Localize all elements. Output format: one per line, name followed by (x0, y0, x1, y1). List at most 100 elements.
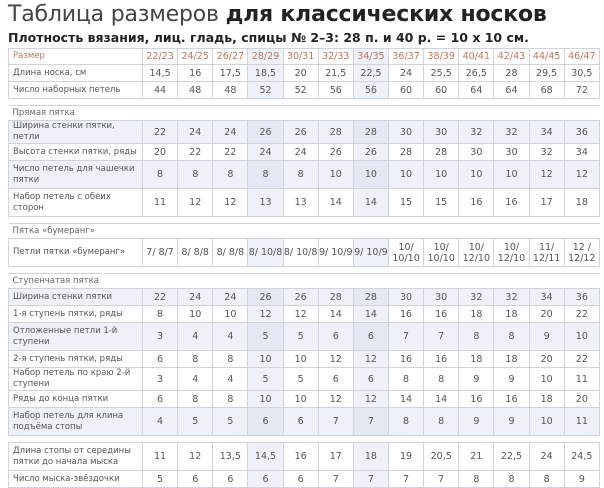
table-cell: 64 (493, 81, 530, 99)
table-cell: 12 (317, 350, 354, 368)
row-label: Длина стопы от середины пятки до начала … (8, 442, 143, 471)
table-row: 2-я ступень пятки, ряды 6 8 8 10 10 12 12 16 16 18… (8, 350, 601, 368)
table-cell: 24 (177, 288, 214, 306)
table-cell: 60 (423, 81, 460, 99)
table-cell: 60 (387, 81, 425, 99)
table-row: Число петель для чашечки пятки 8 8 8 8 8 10 10 1… (8, 160, 601, 189)
row-label: Ширина стенки пятки (8, 288, 143, 306)
row-label: Число наборных петель (8, 81, 143, 99)
page-title: Таблица размеров для классических носков (8, 2, 547, 27)
table-row: Длина стопы от середины пятки до начала … (8, 442, 601, 471)
table-cell: 22 (212, 143, 249, 161)
table-cell: 10 (317, 160, 354, 189)
table-cell: 24 (387, 64, 425, 82)
table-cell: 18 (458, 305, 495, 323)
table-cell: 8 (247, 160, 284, 189)
size-header: 36/37 (387, 48, 425, 65)
table-cell: 6 (352, 322, 389, 351)
table-cell: 28 (352, 120, 389, 144)
row-label: Высота стенки пятки, ряды (8, 143, 143, 161)
size-header: 32/33 (317, 48, 354, 65)
table-cell: 30 (423, 120, 460, 144)
table-cell: 8 (423, 367, 460, 391)
table-cell: 56 (352, 81, 389, 99)
table-cell: 8/ 10/8 (247, 238, 284, 267)
table-row: Ряды до конца пятки 6 8 8 10 10 12 12 14 14 16 16 18… (8, 390, 601, 408)
section-header-row: Пятка «бумеранг» (8, 223, 600, 239)
table-cell: 28 (493, 64, 530, 82)
section-title: Пятка «бумеранг» (8, 223, 600, 239)
table-row: Высота стенки пятки, ряды 20 22 22 24 24 26 26 2… (8, 143, 601, 161)
table-cell: 20 (528, 350, 565, 368)
title-light: Таблица размеров (8, 2, 226, 27)
table-cell: 11 (141, 188, 179, 217)
table-cell: 6 (282, 407, 319, 436)
table-cell: 24 (177, 120, 214, 144)
table-cell: 8 (212, 350, 249, 368)
spacer-row (8, 216, 600, 224)
section-header-row: Ступенчатая пятка (8, 273, 600, 289)
table-cell: 17,5 (212, 64, 249, 82)
table-cell: 21,5 (317, 64, 354, 82)
table-cell: 9 (563, 470, 601, 488)
table-cell: 6 (352, 367, 389, 391)
table-cell: 7/ 8/7 (141, 238, 179, 267)
table-cell: 26,5 (458, 64, 495, 82)
table-cell: 22,5 (352, 64, 389, 82)
table-cell: 32 (458, 120, 495, 144)
table-cell: 30,5 (563, 64, 601, 82)
table-cell: 4 (177, 367, 214, 391)
table-cell: 30 (493, 143, 530, 161)
table-cell: 10 (352, 160, 389, 189)
table-cell: 16 (177, 64, 214, 82)
table-cell: 28 (423, 143, 460, 161)
table-cell: 52 (282, 81, 319, 99)
table-cell: 15 (423, 188, 460, 217)
table-cell: 36 (563, 288, 601, 306)
row-label: 2-я ступень пятки, ряды (8, 350, 143, 368)
row-label: Отложенные петли 1-й ступени (8, 322, 143, 351)
header-row: Размер 22/23 24/25 26/27 28/29 30/31 32/33 34/3… (8, 48, 601, 65)
table-cell: 8 (177, 350, 214, 368)
table-cell: 17 (528, 188, 565, 217)
table-cell: 7 (352, 407, 389, 436)
size-header: 26/27 (212, 48, 249, 65)
table-cell: 7 (317, 407, 354, 436)
table-cell: 4 (212, 322, 249, 351)
table-cell: 22 (141, 288, 179, 306)
table-cell: 16 (458, 390, 495, 408)
table-cell: 10 (387, 160, 425, 189)
table-cell: 10/ 10/10 (423, 238, 460, 267)
table-cell: 14 (387, 390, 425, 408)
table-cell: 15 (387, 188, 425, 217)
size-header: 38/39 (423, 48, 460, 65)
section-title: Прямая пятка (8, 105, 600, 121)
table-cell: 8/ 8/8 (177, 238, 214, 267)
table-cell: 16 (423, 305, 460, 323)
table-cell: 20 (528, 305, 565, 323)
table-cell: 6 (247, 407, 284, 436)
table-cell: 5 (282, 367, 319, 391)
table-cell: 20 (282, 64, 319, 82)
table-cell: 10 (493, 160, 530, 189)
table-cell: 6 (317, 322, 354, 351)
table-cell: 68 (528, 81, 565, 99)
table-cell: 24,5 (563, 442, 601, 471)
table-cell: 8 (141, 160, 179, 189)
table-cell: 32 (493, 288, 530, 306)
table-row: Число наборных петель 44 48 48 52 52 56 56 60 60 6… (8, 81, 601, 99)
row-label: Набор петель с обеих сторон (8, 188, 143, 217)
table-cell: 18 (458, 350, 495, 368)
table-row: 1-я ступень пятки, ряды 8 10 10 12 12 14 14 16 16… (8, 305, 601, 323)
table-cell: 26 (282, 288, 319, 306)
table-cell: 8 (458, 322, 495, 351)
table-cell: 14,5 (141, 64, 179, 82)
table-cell: 10 (458, 160, 495, 189)
table-cell: 11/ 12/11 (528, 238, 565, 267)
table-cell: 24 (528, 442, 565, 471)
table-cell: 26 (282, 120, 319, 144)
table-cell: 19 (387, 442, 425, 471)
spacer (8, 435, 600, 443)
table-cell: 3 (141, 367, 179, 391)
table-row: Набор петель по краю 2-й ступени 3 4 4 5 5 6 6 8… (8, 367, 601, 391)
